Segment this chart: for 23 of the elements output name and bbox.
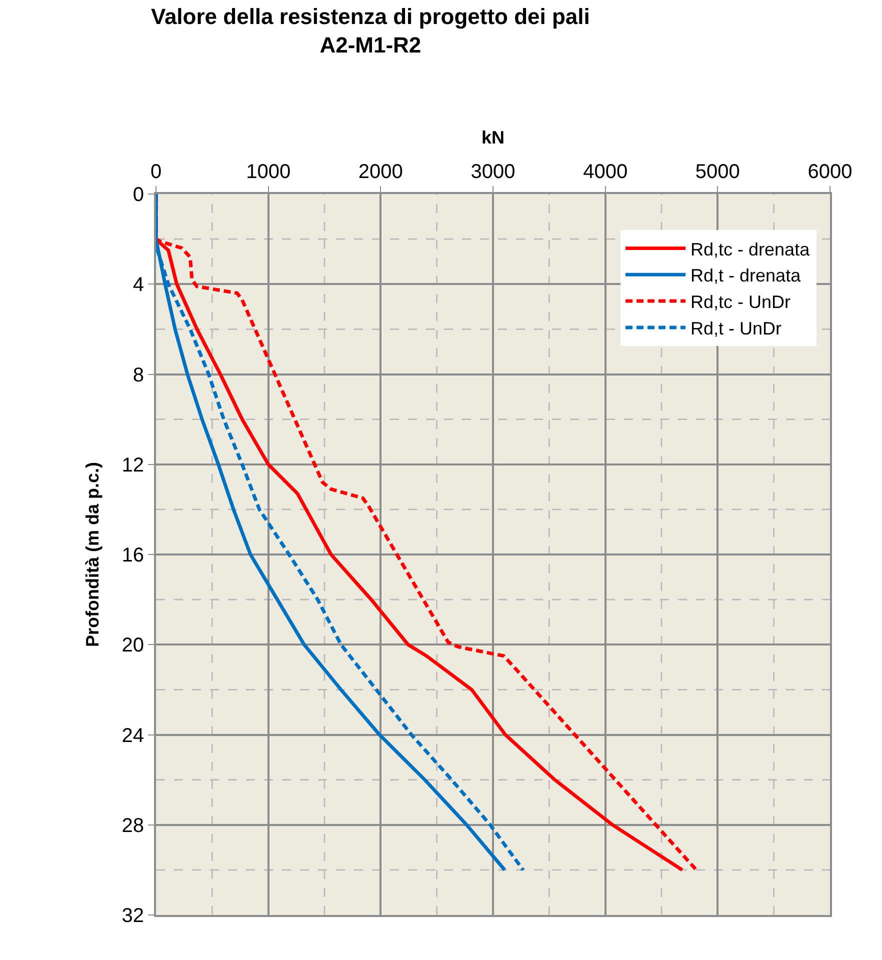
legend-label: Rd,t - drenata (690, 266, 802, 286)
y-tick-label: 28 (122, 814, 144, 837)
y-tick-label: 8 (132, 364, 144, 386)
x-tick-label: 1000 (246, 161, 291, 183)
x-tick-label: 0 (150, 161, 162, 183)
chart-title: Valore della resistenza di progetto dei pali A2-M1-R2 (150, 4, 590, 58)
y-axis-title: Profondità (m da p.c.) (82, 462, 102, 648)
legend-label: Rd,tc - UnDr (690, 292, 791, 312)
x-tick-label: 5000 (695, 161, 740, 183)
y-tick-label: 16 (122, 544, 144, 566)
y-tick-label: 24 (122, 724, 144, 747)
legend-label: Rd,t - UnDr (690, 318, 782, 338)
y-tick-label: 12 (122, 454, 144, 476)
x-tick-label: 2000 (358, 161, 403, 183)
x-axis-title: kN (481, 128, 505, 148)
y-tick-label: 0 (132, 184, 144, 206)
y-tick-label: 32 (122, 905, 144, 927)
x-tick-label: 6000 (808, 161, 852, 183)
legend-label: Rd,tc - drenata (690, 239, 811, 260)
y-tick-label: 4 (132, 274, 144, 296)
x-tick-label: 3000 (470, 161, 516, 183)
y-tick-label: 20 (122, 634, 144, 657)
x-tick-label: 4000 (583, 161, 628, 183)
